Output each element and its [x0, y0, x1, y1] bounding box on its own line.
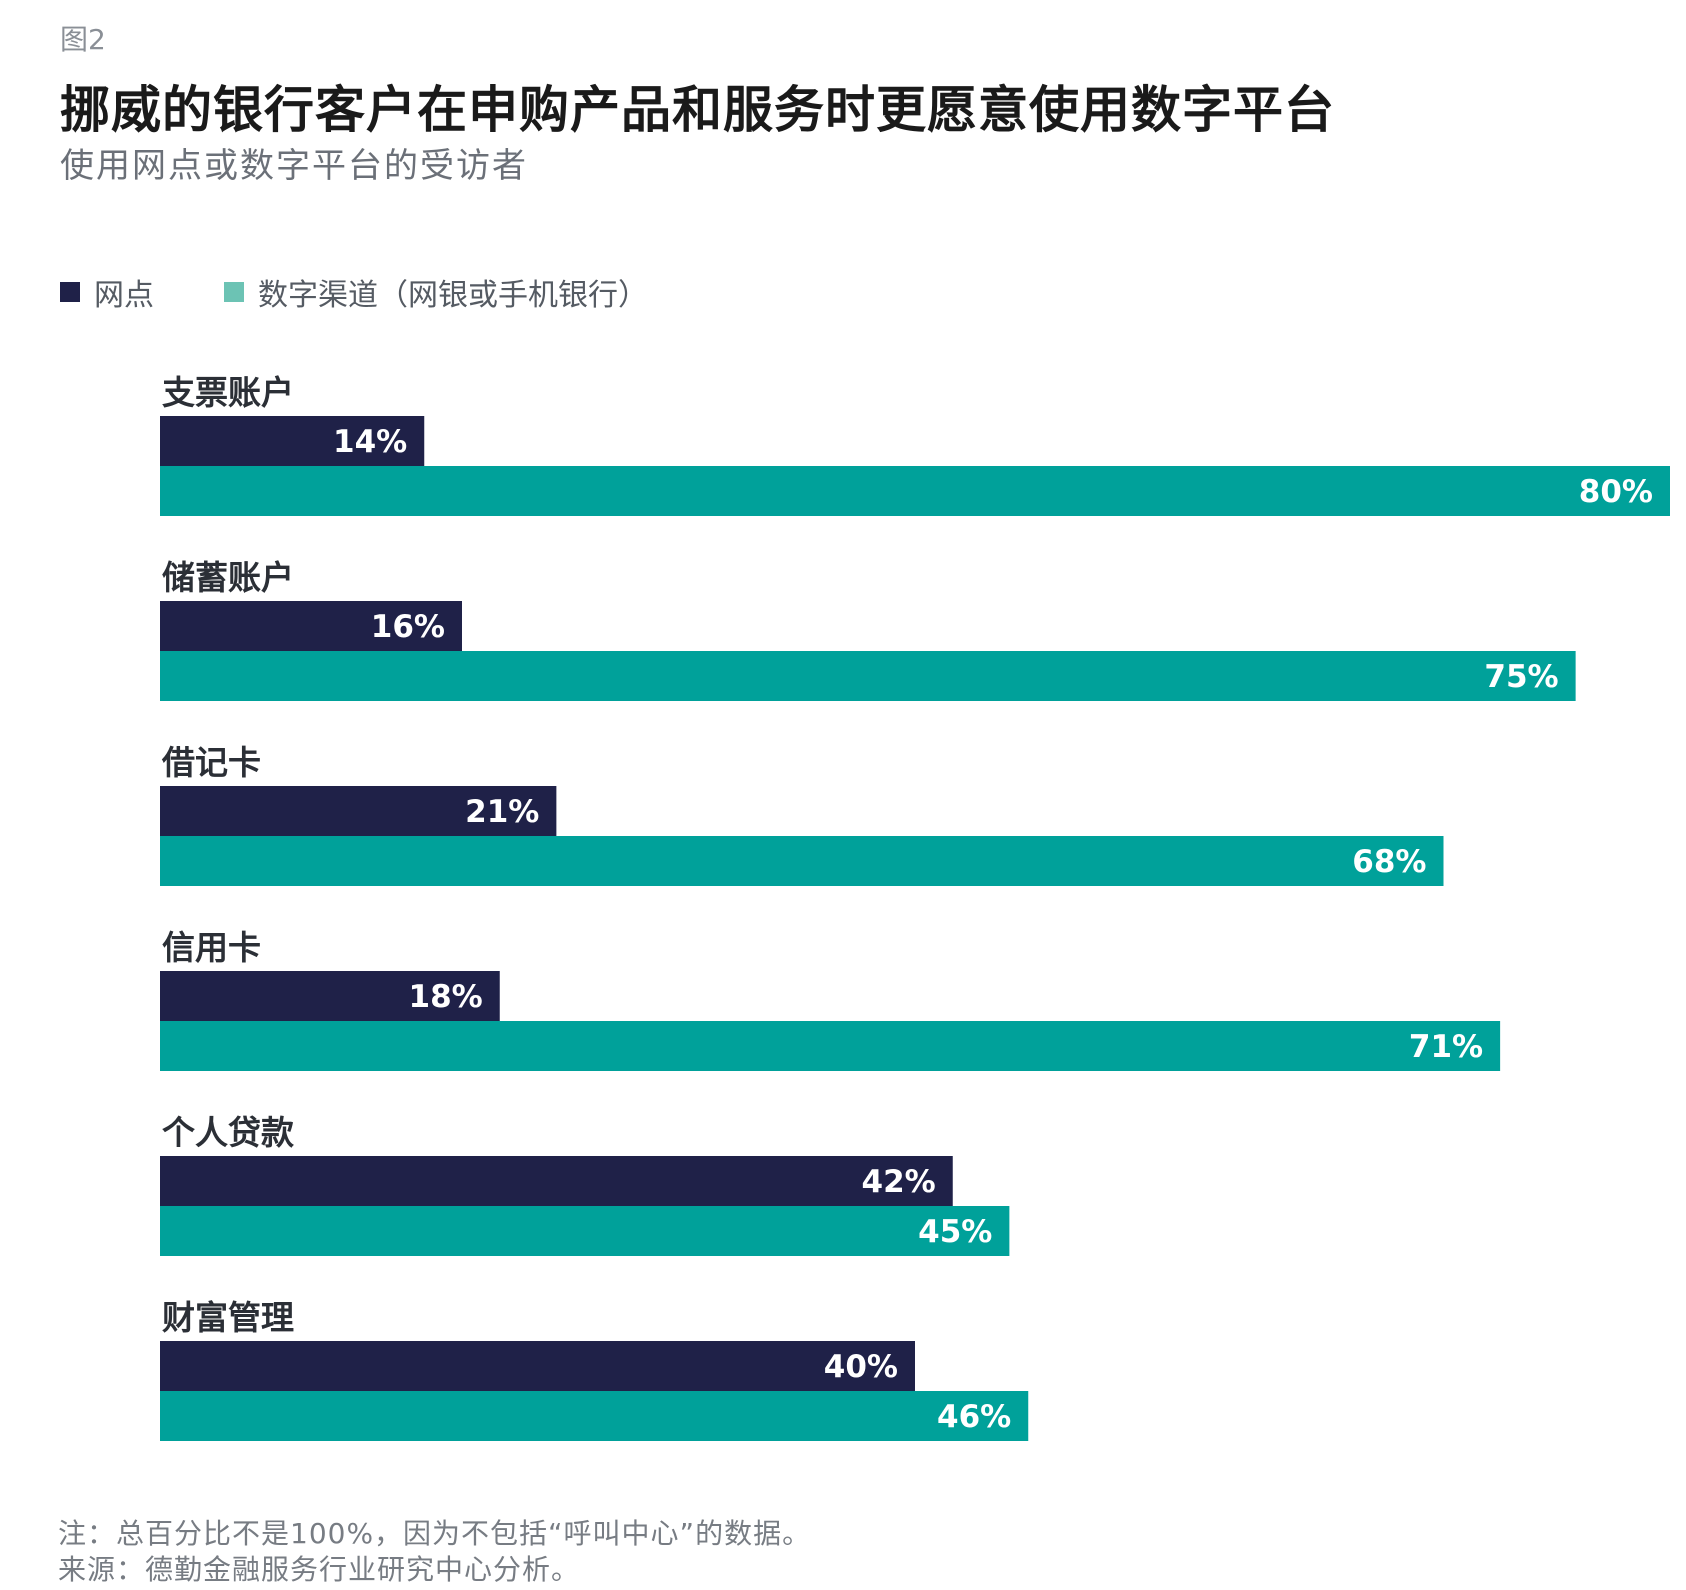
- bar-digital: [160, 1391, 1029, 1441]
- bar-digital: [160, 466, 1670, 516]
- data-label: 75%: [1484, 659, 1558, 695]
- bar-branch: [160, 1341, 915, 1391]
- legend-swatch-branch: [60, 282, 80, 302]
- data-label: 16%: [371, 609, 445, 645]
- legend-label-digital: 数字渠道（网银或手机银行）: [258, 278, 648, 313]
- data-label: 42%: [862, 1164, 936, 1200]
- category-label: 个人贷款: [162, 1113, 295, 1152]
- data-label: 45%: [918, 1214, 992, 1250]
- category-label: 财富管理: [162, 1298, 294, 1337]
- bar-digital: [160, 1021, 1501, 1071]
- legend: 网点 数字渠道（网银或手机银行）: [60, 270, 718, 314]
- chart-subtitle: 使用网点或数字平台的受访者: [60, 146, 528, 186]
- bar-chart: 支票账户 14% 80% 储蓄账户 16% 75% 借记卡 21% 68% 信用卡 18% 71% 个人…: [160, 373, 1670, 1441]
- data-label: 40%: [824, 1349, 898, 1385]
- legend-label-branch: 网点: [94, 278, 154, 313]
- bar-branch: [160, 416, 425, 466]
- bar-branch: [160, 1156, 953, 1206]
- bar-digital: [160, 836, 1444, 886]
- data-label: 68%: [1352, 844, 1426, 880]
- footnote-source: 来源：德勤金融服务行业研究中心分析。: [58, 1553, 581, 1586]
- legend-swatch-digital: [224, 282, 244, 302]
- data-label: 21%: [465, 794, 539, 830]
- legend-item-branch: 网点: [60, 270, 154, 314]
- data-label: 46%: [937, 1399, 1011, 1435]
- bar-branch: [160, 971, 500, 1021]
- data-label: 80%: [1579, 474, 1653, 510]
- data-label: 14%: [333, 424, 407, 460]
- footnote-note: 注：总百分比不是100%，因为不包括“呼叫中心”的数据。: [58, 1517, 812, 1550]
- category-label: 信用卡: [162, 928, 261, 967]
- chart-title: 挪威的银行客户在申购产品和服务时更愿意使用数字平台: [60, 81, 1335, 139]
- bar-digital: [160, 1206, 1010, 1256]
- category-label: 支票账户: [162, 373, 294, 412]
- bar-branch: [160, 786, 557, 836]
- data-label: 18%: [409, 979, 483, 1015]
- bar-digital: [160, 651, 1576, 701]
- data-label: 71%: [1409, 1029, 1483, 1065]
- legend-item-digital: 数字渠道（网银或手机银行）: [224, 270, 648, 314]
- category-label: 储蓄账户: [162, 558, 294, 597]
- category-label: 借记卡: [161, 743, 261, 782]
- bar-branch: [160, 601, 462, 651]
- figure-label: 图2: [60, 23, 106, 56]
